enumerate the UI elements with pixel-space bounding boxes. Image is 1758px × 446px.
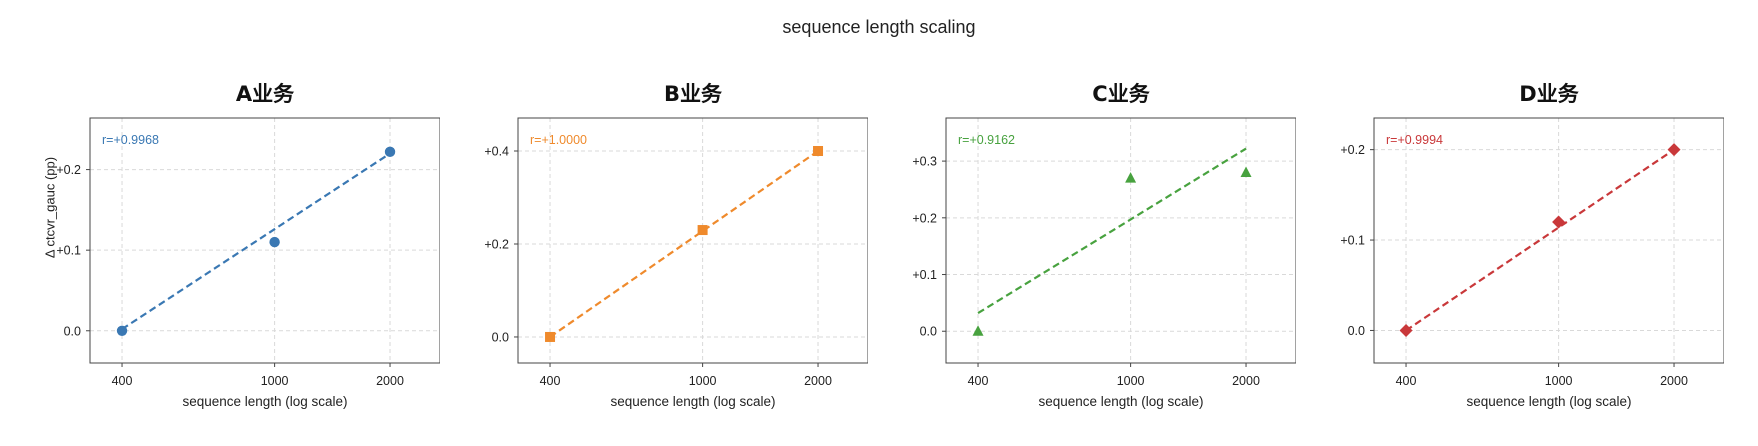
chart-svg-a: 0.0 +0.1 +0.2 400 1000 2000 (56, 117, 440, 388)
chart-title-b: B业务 (663, 82, 722, 106)
x-tick-label-c: 1000 (1117, 374, 1145, 388)
fit-line-c (977, 147, 1247, 315)
chart-title-d: D业务 (1519, 82, 1579, 106)
chart-svg-d: 0.0 +0.1 +0.2 400 1000 2000 (1340, 117, 1724, 388)
x-tick-label-a: 1000 (261, 374, 289, 388)
plot-area-c (946, 118, 1296, 363)
chart-title-c: C业务 (1092, 82, 1150, 106)
chart-panel-d: D业务 sequence length (log scale) 0.0 +0.1 +0.… (1284, 0, 1724, 446)
x-axis-label-c: sequence length (log scale) (1038, 394, 1204, 409)
correlation-annotation-b: r=+1.0000 (530, 133, 587, 147)
data-point-b-2000 (813, 146, 824, 157)
chart-title-a: A业务 (235, 82, 295, 106)
x-tick-label-a: 2000 (376, 374, 404, 388)
y-tick-label-c: 0.0 (920, 325, 937, 339)
y-tick-label-d: +0.1 (1340, 234, 1365, 248)
x-axis-label-a: sequence length (log scale) (182, 394, 348, 409)
y-tick-label-b: 0.0 (492, 330, 509, 344)
x-tick-label-c: 2000 (1232, 374, 1260, 388)
x-tick-label-a: 400 (112, 374, 133, 388)
data-point-b-400 (545, 331, 556, 342)
data-point-b-1000 (697, 225, 708, 236)
y-tick-label-b: +0.2 (484, 237, 509, 251)
y-tick-label-a: +0.1 (56, 244, 81, 258)
figure-title: sequence length scaling (782, 17, 976, 37)
correlation-annotation-c: r=+0.9162 (958, 133, 1015, 147)
plot-area-b (518, 118, 868, 363)
data-point-a-1000 (269, 236, 280, 248)
x-tick-label-d: 400 (1396, 374, 1417, 388)
x-tick-label-b: 1000 (689, 374, 717, 388)
y-tick-label-b: +0.4 (484, 145, 509, 159)
plot-frame-c (945, 117, 1296, 364)
plot-frame-a (89, 117, 440, 364)
data-point-c-2000 (1240, 166, 1252, 177)
correlation-annotation-d: r=+0.9994 (1386, 133, 1443, 147)
data-point-c-400 (972, 325, 984, 336)
chart-svg-c: 0.0 +0.1 +0.2 +0.3 400 1000 2000 (912, 117, 1296, 388)
x-tick-label-d: 1000 (1545, 374, 1573, 388)
y-tick-label-a: 0.0 (64, 324, 81, 338)
data-point-a-2000 (384, 146, 396, 158)
chart-panel-c: C业务 sequence length (log scale) 0.0 +0.1 +0.… (856, 0, 1296, 446)
data-point-a-400 (116, 325, 128, 336)
data-point-d-400 (1399, 323, 1413, 337)
y-tick-label-d: +0.2 (1340, 143, 1365, 157)
x-axis-label-b: sequence length (log scale) (610, 394, 776, 409)
y-tick-label-a: +0.2 (56, 163, 81, 177)
fit-line-a (121, 152, 391, 331)
correlation-annotation-a: r=+0.9968 (102, 133, 159, 147)
x-axis-label-d: sequence length (log scale) (1466, 394, 1632, 409)
y-tick-label-c: +0.3 (912, 155, 937, 169)
chart-panel-b: B业务 sequence length (log scale) 0.0 +0.2 +0.… (428, 0, 868, 446)
data-point-c-1000 (1125, 172, 1137, 183)
plot-frame-b (517, 117, 868, 364)
x-tick-label-d: 2000 (1660, 374, 1688, 388)
x-tick-label-b: 2000 (804, 374, 832, 388)
y-tick-label-c: +0.2 (912, 211, 937, 225)
fit-line-d (1405, 148, 1675, 332)
chart-panel-a: A业务 sequence length (log scale) 0.0 +0.1 +0.… (0, 0, 440, 446)
data-point-d-1000 (1552, 215, 1566, 229)
chart-svg-b: 0.0 +0.2 +0.4 400 1000 2000 (484, 117, 868, 388)
x-tick-label-b: 400 (540, 374, 561, 388)
data-point-d-2000 (1667, 143, 1681, 157)
y-tick-label-c: +0.1 (912, 268, 937, 282)
y-tick-label-d: 0.0 (1348, 324, 1365, 338)
x-tick-label-c: 400 (968, 374, 989, 388)
